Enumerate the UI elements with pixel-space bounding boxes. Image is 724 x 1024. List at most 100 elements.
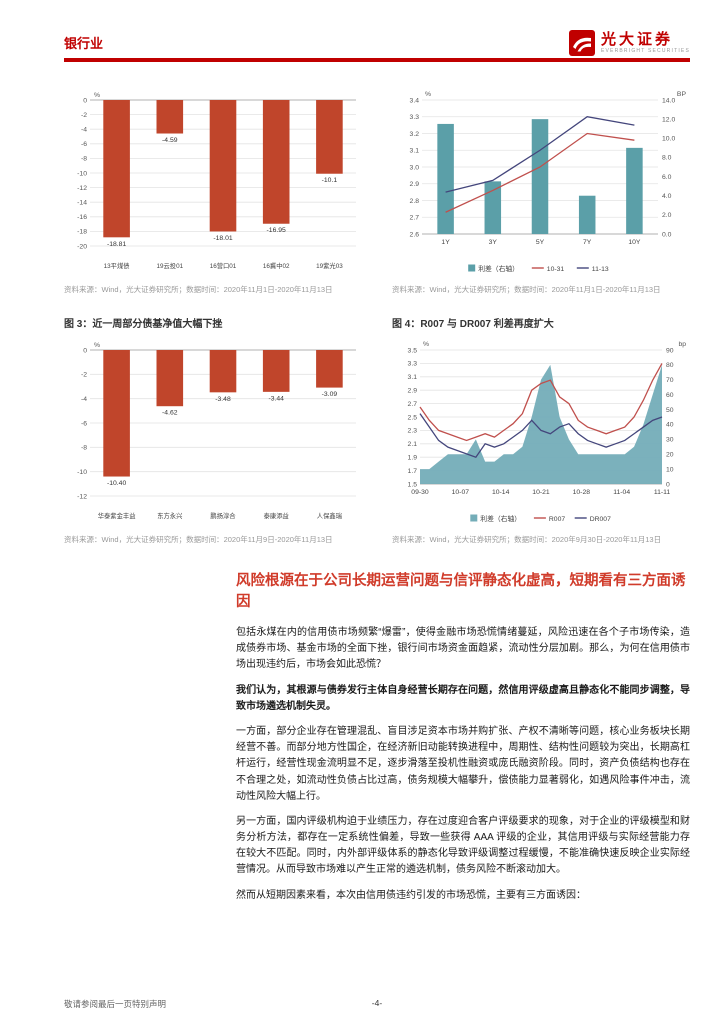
svg-text:%: % (423, 341, 429, 348)
svg-text:-4: -4 (81, 127, 87, 134)
svg-text:2.8: 2.8 (410, 198, 420, 205)
svg-text:-16: -16 (77, 214, 87, 221)
svg-text:19紫光03: 19紫光03 (316, 261, 343, 270)
svg-text:-18.81: -18.81 (107, 241, 126, 248)
svg-text:11-04: 11-04 (613, 489, 630, 496)
svg-text:-16.95: -16.95 (267, 227, 286, 234)
paragraph-1: 包括永煤在内的信用债市场频繁“爆雷”，使得金融市场恐慌情绪蔓延，风险迅速在各个子… (236, 627, 690, 671)
figure-bond-price-drop: 0 -2 -4 -6 -8 -10 -12 -14 -16 -18 -20% -18.81 13平煤债 -… (64, 86, 362, 295)
svg-text:%: % (425, 91, 431, 98)
svg-text:3Y: 3Y (489, 239, 498, 246)
svg-text:%: % (94, 342, 100, 349)
svg-text:-18.01: -18.01 (213, 235, 232, 242)
svg-text:-8: -8 (81, 156, 87, 163)
svg-text:6.0: 6.0 (662, 174, 672, 181)
svg-text:10-31: 10-31 (547, 266, 565, 273)
svg-text:-6: -6 (81, 420, 87, 427)
figure-fund-nav-drop: 图 3：近一周部分债基净值大幅下挫 0 -2 -4 -6 -8 -10 -12% -10.40… (64, 315, 362, 545)
paragraph-3: 一方面，部分企业存在管理混乱、盲目涉足资本市场并购扩张、产权不清晰等问题，核心业… (236, 725, 690, 802)
svg-text:%: % (94, 92, 100, 99)
svg-text:-10: -10 (77, 170, 87, 177)
fund-nav-drop-chart: 0 -2 -4 -6 -8 -10 -12% -10.40 华泰紫金丰益 -4.62 东方永兴 -3.… (77, 342, 356, 520)
svg-text:3.0: 3.0 (410, 164, 420, 171)
chart-source: 资料来源：Wind，光大证券研究所；数据时间：2020年11月1日-2020年1… (64, 285, 333, 294)
svg-text:2.9: 2.9 (408, 388, 418, 395)
svg-text:10.0: 10.0 (662, 136, 675, 143)
svg-text:-12: -12 (77, 185, 87, 192)
brand-name: 光大证券 (600, 30, 673, 48)
svg-text:10-21: 10-21 (532, 489, 550, 496)
svg-text:10-14: 10-14 (492, 489, 510, 496)
paragraph-5: 然而从短期因素来看，本次由信用债违约引发的市场恐慌，主要有三方面诱因： (236, 889, 586, 901)
report-section-label: 银行业 (64, 36, 104, 51)
brand-name-en: EVERBRIGHT SECURITIES (600, 48, 690, 55)
svg-text:3.2: 3.2 (410, 131, 420, 138)
chart-source: 资料来源：Wind，光大证券研究所；数据时间：2020年11月1日-2020年1… (392, 285, 661, 294)
page-header: 银行业 光大证券 EVERBRIGHT SECURITIES (64, 30, 690, 56)
page-number: -4- (371, 998, 383, 1008)
svg-text:4.0: 4.0 (662, 193, 672, 200)
svg-text:利差（右轴）: 利差（右轴） (478, 264, 519, 273)
svg-text:5Y: 5Y (536, 239, 545, 246)
svg-text:R007: R007 (549, 516, 565, 523)
svg-text:-4.62: -4.62 (162, 410, 178, 417)
everbright-logo-icon (568, 30, 595, 56)
svg-text:-20: -20 (77, 243, 87, 250)
svg-text:09-30: 09-30 (411, 489, 429, 496)
svg-text:泰康添益: 泰康添益 (264, 511, 290, 520)
svg-text:利差（右轴）: 利差（右轴） (480, 514, 521, 523)
svg-text:0.0: 0.0 (662, 231, 672, 238)
svg-text:-4: -4 (81, 396, 87, 403)
svg-text:-2: -2 (81, 372, 87, 379)
r007-dr007-chart: 3.5 3.3 3.1 2.9 2.7 2.5 2.3 2.1 1.9 1.7 1.5 90 80 70 6… (408, 341, 687, 523)
svg-text:2.7: 2.7 (408, 401, 418, 408)
svg-text:bp: bp (678, 341, 686, 348)
svg-text:70: 70 (666, 377, 674, 384)
body-text: 风险根源在于公司长期运营问题与信评静态化虚高，短期看有三方面诱因 包括永煤在内的… (236, 571, 690, 904)
svg-text:60: 60 (666, 392, 674, 399)
svg-text:0: 0 (83, 347, 87, 354)
figure-r007-dr007: 图 4：R007 与 DR007 利差再度扩大 3.5 3.3 3.1 2.9 2.7 2… (392, 315, 690, 545)
svg-text:3.3: 3.3 (410, 114, 420, 121)
svg-text:11-13: 11-13 (592, 266, 609, 273)
svg-text:2.3: 2.3 (408, 428, 418, 435)
header-rule (64, 58, 690, 62)
svg-text:1.5: 1.5 (408, 481, 418, 488)
svg-text:10Y: 10Y (628, 239, 641, 246)
svg-text:13平煤债: 13平煤债 (104, 261, 130, 270)
svg-text:DR007: DR007 (590, 516, 611, 523)
svg-text:8.0: 8.0 (662, 155, 672, 162)
svg-text:3.1: 3.1 (408, 374, 418, 381)
section-heading: 风险根源在于公司长期运营问题与信评静态化虚高，短期看有三方面诱因 (236, 573, 686, 611)
svg-text:-18: -18 (77, 229, 87, 236)
svg-text:19云投01: 19云投01 (156, 261, 183, 270)
footer-disclaimer: 敬请参阅最后一页特别声明 (64, 999, 167, 1009)
svg-text:华泰紫金丰益: 华泰紫金丰益 (98, 511, 136, 520)
chart-source: 资料来源：Wind，光大证券研究所；数据时间：2020年11月9日-2020年1… (64, 535, 333, 544)
svg-text:-4.59: -4.59 (162, 137, 178, 144)
svg-text:50: 50 (666, 407, 674, 414)
svg-text:-12: -12 (77, 493, 87, 500)
svg-text:-10.40: -10.40 (107, 480, 126, 487)
svg-text:80: 80 (666, 362, 674, 369)
figure-title: 图 4：R007 与 DR007 利差再度扩大 (392, 319, 554, 330)
chart-source: 资料来源：Wind，光大证券研究所；数据时间：2020年9月30日-2020年1… (392, 535, 662, 544)
svg-text:-3.48: -3.48 (215, 396, 231, 403)
svg-text:-14: -14 (77, 200, 87, 207)
bond-price-drop-chart: 0 -2 -4 -6 -8 -10 -12 -14 -16 -18 -20% -18.81 13平煤债 -… (77, 92, 356, 270)
svg-text:0: 0 (83, 97, 87, 104)
svg-text:10-28: 10-28 (573, 489, 591, 496)
svg-text:-8: -8 (81, 445, 87, 452)
svg-text:-2: -2 (81, 112, 87, 119)
svg-text:40: 40 (666, 422, 674, 429)
svg-text:鹏扬淳合: 鹏扬淳合 (210, 511, 236, 520)
figure-title: 图 3：近一周部分债基净值大幅下挫 (64, 319, 223, 330)
svg-text:2.9: 2.9 (410, 181, 420, 188)
svg-text:2.7: 2.7 (410, 215, 420, 222)
svg-text:30: 30 (666, 437, 674, 444)
svg-text:0: 0 (666, 481, 670, 488)
charts-grid: 0 -2 -4 -6 -8 -10 -12 -14 -16 -18 -20% -18.81 13平煤债 -… (64, 86, 690, 545)
svg-text:1.9: 1.9 (408, 455, 418, 462)
paragraph-2: 我们认为，其根源与债券发行主体自身经营长期存在问题，然信用评级虚高且静态化不能同… (236, 684, 690, 712)
svg-text:BP: BP (677, 91, 687, 98)
